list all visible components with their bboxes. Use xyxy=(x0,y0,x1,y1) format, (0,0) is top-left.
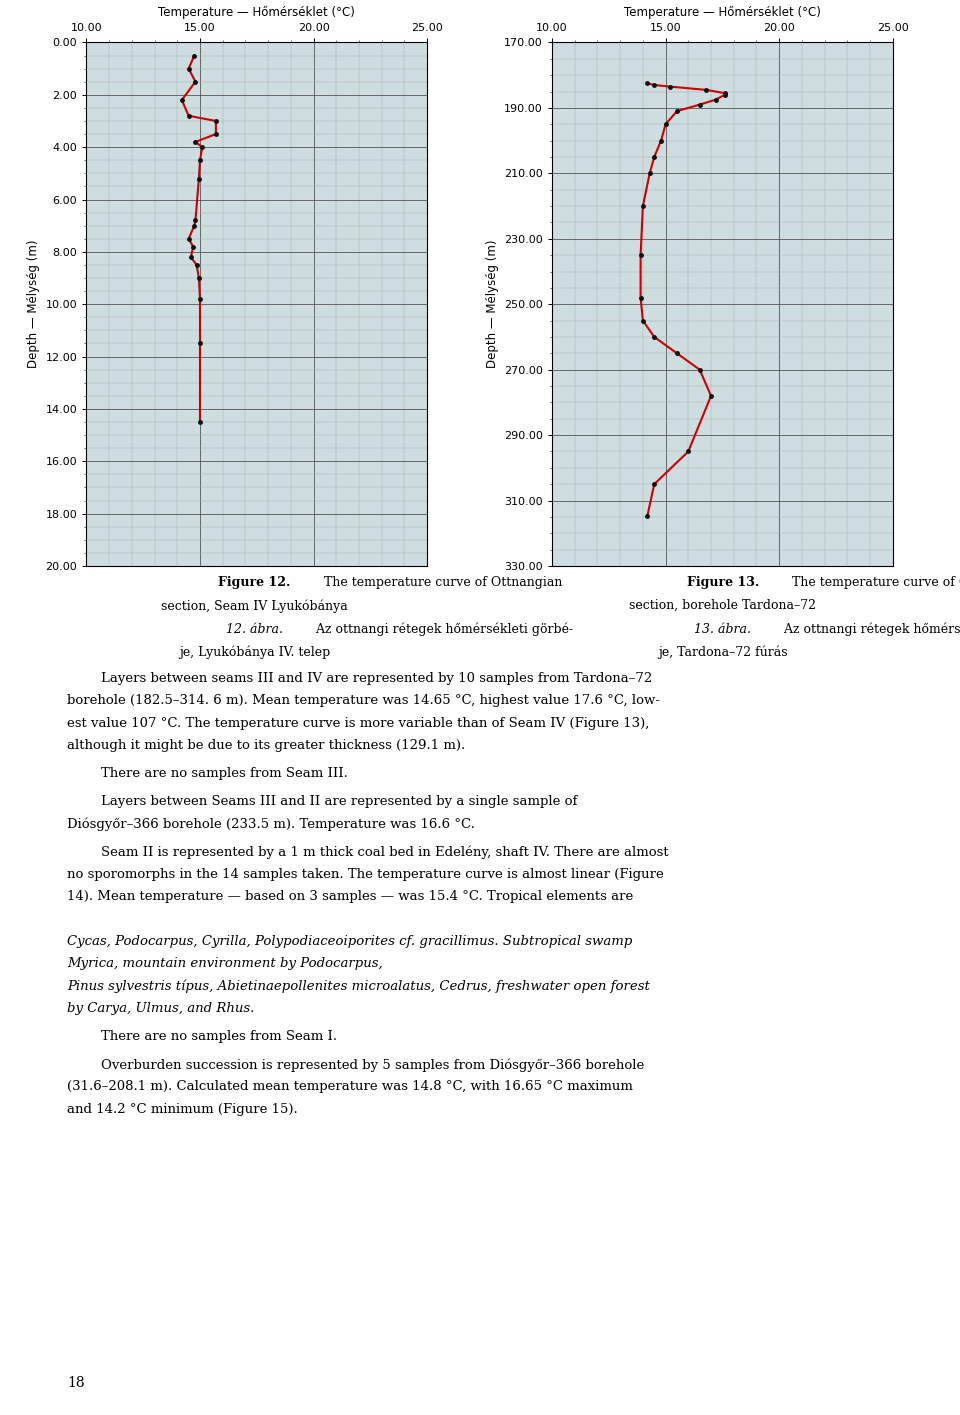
Text: Layers between seams III and IV are represented by 10 samples from Tardona–72: Layers between seams III and IV are repr… xyxy=(67,672,653,685)
Text: Az ottnangi rétegek hőmérsékleti görbé-: Az ottnangi rétegek hőmérsékleti görbé- xyxy=(312,623,573,637)
Text: section, borehole Tardona–72: section, borehole Tardona–72 xyxy=(630,600,816,613)
Text: The temperature curve of Ottnangian: The temperature curve of Ottnangian xyxy=(788,576,960,589)
Text: je, Lyukóbánya IV. telep: je, Lyukóbánya IV. telep xyxy=(179,645,330,659)
Text: although it might be due to its greater thickness (129.1 m).: although it might be due to its greater … xyxy=(67,739,466,753)
Text: je, Tardona–72 fúrás: je, Tardona–72 fúrás xyxy=(658,645,788,659)
Text: Layers between Seams III and II are represented by a single sample of: Layers between Seams III and II are repr… xyxy=(67,795,578,808)
Text: 18: 18 xyxy=(67,1375,84,1390)
Text: (31.6–208.1 m). Calculated mean temperature was 14.8 °C, with 16.65 °C maximum: (31.6–208.1 m). Calculated mean temperat… xyxy=(67,1081,633,1094)
Text: 12. ábra.: 12. ábra. xyxy=(226,623,283,635)
Text: Overburden succession is represented by 5 samples from Diósgyőr–366 borehole: Overburden succession is represented by … xyxy=(67,1058,644,1071)
Text: no sporomorphs in the 14 samples taken. The temperature curve is almost linear (: no sporomorphs in the 14 samples taken. … xyxy=(67,867,664,882)
Text: Cycas, Podocarpus, Cyrilla, Polypodiaceoiporites cf. gracillimus. Subtropical sw: Cycas, Podocarpus, Cyrilla, Polypodiaceo… xyxy=(67,935,633,948)
Text: There are no samples from Seam III.: There are no samples from Seam III. xyxy=(67,767,348,780)
Text: The temperature curve of Ottnangian: The temperature curve of Ottnangian xyxy=(320,576,562,589)
Text: 13. ábra.: 13. ábra. xyxy=(694,623,752,635)
Text: 14). Mean temperature — based on 3 samples — was 15.4 °C. Tropical elements are: 14). Mean temperature — based on 3 sampl… xyxy=(67,890,634,903)
Text: Diósgyőr–366 borehole (233.5 m). Temperature was 16.6 °C.: Diósgyőr–366 borehole (233.5 m). Tempera… xyxy=(67,818,475,831)
Text: section, Seam IV Lyukóbánya: section, Seam IV Lyukóbánya xyxy=(161,600,348,613)
X-axis label: Temperature — Hőmérséklet (°C): Temperature — Hőmérséklet (°C) xyxy=(624,6,821,20)
Text: and 14.2 °C minimum (Figure 15).: and 14.2 °C minimum (Figure 15). xyxy=(67,1102,298,1116)
Text: Figure 13.: Figure 13. xyxy=(686,576,759,589)
Text: Pinus sylvestris típus, Abietinaepollenites microalatus, Cedrus, freshwater open: Pinus sylvestris típus, Abietinaepolleni… xyxy=(67,979,650,993)
Text: by Carya, Ulmus, and Rhus.: by Carya, Ulmus, and Rhus. xyxy=(67,1002,254,1015)
Y-axis label: Depth — Mélység (m): Depth — Mélység (m) xyxy=(486,241,498,368)
Text: Az ottnangi rétegek hőmérsékleti görbé-: Az ottnangi rétegek hőmérsékleti görbé- xyxy=(780,623,960,637)
Text: est value 107 °C. The temperature curve is more variable than of Seam IV (Figure: est value 107 °C. The temperature curve … xyxy=(67,717,650,730)
Text: borehole (182.5–314. 6 m). Mean temperature was 14.65 °C, highest value 17.6 °C,: borehole (182.5–314. 6 m). Mean temperat… xyxy=(67,695,660,708)
Text: There are no samples from Seam I.: There are no samples from Seam I. xyxy=(67,1030,337,1043)
Y-axis label: Depth — Mélység (m): Depth — Mélység (m) xyxy=(27,241,40,368)
X-axis label: Temperature — Hőmérséklet (°C): Temperature — Hőmérséklet (°C) xyxy=(158,6,355,20)
Text: Seam II is represented by a 1 m thick coal bed in Edelény, shaft IV. There are a: Seam II is represented by a 1 m thick co… xyxy=(67,846,669,859)
Text: Myrica, mountain environment by Podocarpus,: Myrica, mountain environment by Podocarp… xyxy=(67,958,383,971)
Text: Figure 12.: Figure 12. xyxy=(218,576,291,589)
